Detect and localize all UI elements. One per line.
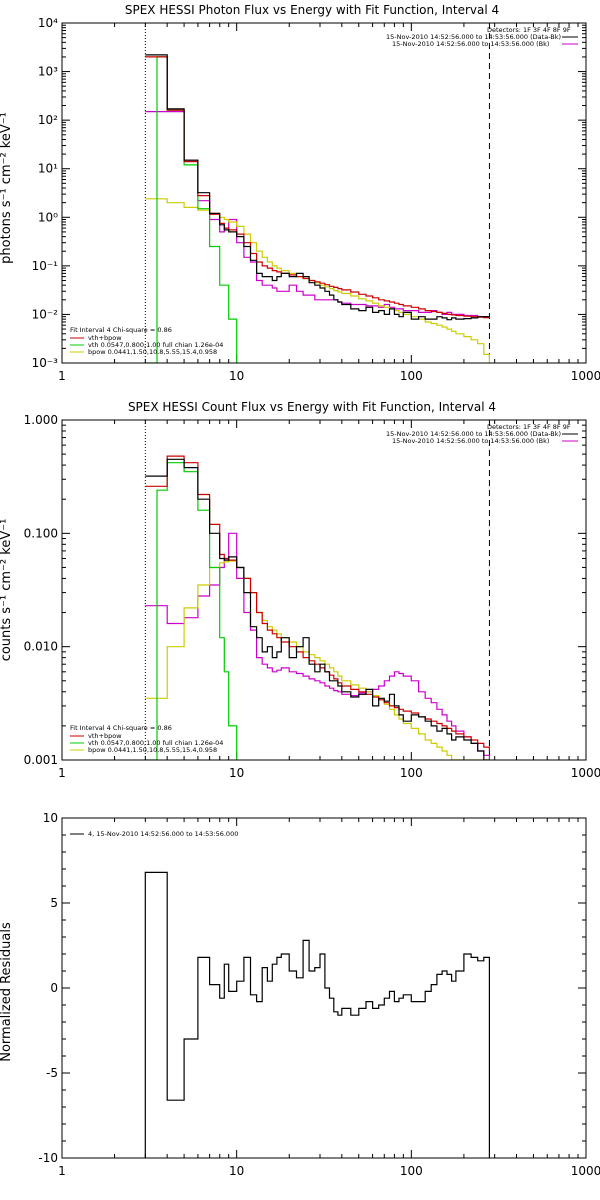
x-tick-label: 1 bbox=[58, 766, 66, 780]
x-tick-label: 1 bbox=[58, 1164, 66, 1178]
series-bpow-line bbox=[145, 560, 490, 760]
x-tick-label: 10 bbox=[229, 766, 244, 780]
residuals-legend: 4, 15-Nov-2010 14:52:56.000 to 14:53:56.… bbox=[70, 830, 238, 838]
y-tick-label: 10 bbox=[43, 811, 58, 825]
x-tick-label: 1000 bbox=[571, 369, 600, 383]
y-tick-label: -5 bbox=[46, 1066, 58, 1080]
series-data-line bbox=[145, 458, 490, 760]
photon-info-legend: Detectors: 1F 3F 4F 8F 9F 15-Nov-2010 14… bbox=[386, 26, 578, 48]
count-panel-ticks: 1 10 100 1000 0.001 0.010 0.100 1.000 bbox=[24, 413, 600, 780]
y-tick-label: -10 bbox=[38, 1151, 58, 1165]
info-legend-data-bk: 15-Nov-2010 14:52:56.000 to 14:53:56.000… bbox=[386, 33, 561, 41]
count-flux-panel: SPEX HESSI Count Flux vs Energy with Fit… bbox=[0, 400, 600, 780]
x-tick-label: 10 bbox=[229, 369, 244, 383]
y-tick-label: 10⁰ bbox=[38, 210, 58, 224]
info-legend-bk: 15-Nov-2010 14:52:56.000 to 14:53:56.000… bbox=[392, 40, 549, 48]
residuals-panel-lines bbox=[144, 871, 490, 1158]
y-tick-label: 10¹ bbox=[38, 162, 58, 176]
x-tick-label: 100 bbox=[400, 1164, 423, 1178]
fit-legend-vth: vth 0.0547,0.800,1.00 full chian 1.26e-0… bbox=[88, 341, 223, 349]
fit-legend-chi: Fit Interval 4 Chi-square = 0.86 bbox=[70, 326, 172, 334]
residuals-panel: Normalized Residuals 1 10 100 1000 -10 -5 0 5 10… bbox=[0, 811, 600, 1178]
fit-legend-total: vth+bpow bbox=[88, 334, 122, 342]
series-vth-line bbox=[145, 462, 238, 760]
x-tick-label: 10 bbox=[229, 1164, 244, 1178]
y-tick-label: 10⁻¹ bbox=[32, 259, 59, 273]
series-vth-line bbox=[145, 56, 238, 363]
y-tick-label: 10² bbox=[38, 113, 58, 127]
fit-legend-bpow: bpow 0.0441,1.50,10.8,5.55,15.4,0.958 bbox=[88, 746, 217, 754]
y-tick-label: 10³ bbox=[38, 65, 58, 79]
x-tick-label: 100 bbox=[400, 369, 423, 383]
info-legend-bk: 15-Nov-2010 14:52:56.000 to 14:53:56.000… bbox=[392, 437, 549, 445]
count-panel-frame bbox=[61, 419, 587, 761]
photon-panel-frame bbox=[61, 22, 587, 364]
photon-panel-title: SPEX HESSI Photon Flux vs Energy with Fi… bbox=[125, 3, 499, 17]
series-background-line bbox=[145, 111, 490, 318]
photon-flux-panel: SPEX HESSI Photon Flux vs Energy with Fi… bbox=[0, 3, 600, 383]
series-total_fit-line bbox=[145, 56, 490, 319]
y-tick-label: 0.001 bbox=[24, 753, 58, 767]
fit-legend-bpow: bpow 0.0441,1.50,10.8,5.55,15.4,0.958 bbox=[88, 348, 217, 356]
y-tick-label: 5 bbox=[50, 896, 58, 910]
count-panel-lines bbox=[144, 420, 490, 760]
count-panel-title: SPEX HESSI Count Flux vs Energy with Fit… bbox=[128, 400, 496, 414]
count-info-legend: Detectors: 1F 3F 4F 8F 9F 15-Nov-2010 14… bbox=[386, 423, 578, 445]
photon-panel-lines bbox=[144, 23, 490, 363]
y-tick-label: 0.100 bbox=[24, 526, 58, 540]
residuals-panel-frame bbox=[61, 817, 587, 1159]
info-legend-detectors: Detectors: 1F 3F 4F 8F 9F bbox=[487, 423, 571, 431]
y-tick-label: 0.010 bbox=[24, 640, 58, 654]
info-legend-detectors: Detectors: 1F 3F 4F 8F 9F bbox=[487, 26, 571, 34]
series-total_fit-line bbox=[145, 455, 490, 751]
y-tick-label: 10⁻² bbox=[32, 307, 59, 321]
series-bpow-line bbox=[145, 198, 490, 363]
residuals-legend-text: 4, 15-Nov-2010 14:52:56.000 to 14:53:56.… bbox=[88, 830, 238, 838]
x-tick-label: 1000 bbox=[571, 766, 600, 780]
count-fit-legend: Fit Interval 4 Chi-square = 0.86 vth+bpo… bbox=[70, 724, 223, 754]
residuals-panel-ylabel: Normalized Residuals bbox=[0, 922, 14, 1062]
photon-panel-ticks: 1 10 100 1000 10⁻³ 10⁻² 10⁻¹ 10⁰ 10¹ 10² 10³ 10⁴ bbox=[32, 16, 600, 383]
x-tick-label: 100 bbox=[400, 766, 423, 780]
y-tick-label: 0 bbox=[50, 981, 58, 995]
y-tick-label: 10⁻³ bbox=[32, 356, 59, 370]
residuals-panel-ticks: 1 10 100 1000 -10 -5 0 5 10 bbox=[38, 811, 600, 1178]
photon-panel-ylabel: photons s⁻¹ cm⁻² keV⁻¹ bbox=[0, 112, 14, 264]
fit-legend-total: vth+bpow bbox=[88, 732, 122, 740]
series-background-line bbox=[145, 532, 490, 760]
fit-legend-vth: vth 0.0547,0.800,1.00 full chian 1.26e-0… bbox=[88, 739, 223, 747]
y-tick-label: 10⁴ bbox=[38, 16, 58, 30]
series-data-line bbox=[145, 54, 490, 321]
photon-fit-legend: Fit Interval 4 Chi-square = 0.86 vth+bpo… bbox=[70, 326, 223, 356]
count-panel-ylabel: counts s⁻¹ cm⁻² keV⁻¹ bbox=[0, 519, 14, 662]
series-data-line bbox=[144, 871, 490, 1158]
y-tick-label: 1.000 bbox=[24, 413, 58, 427]
fit-legend-chi: Fit Interval 4 Chi-square = 0.86 bbox=[70, 724, 172, 732]
info-legend-data-bk: 15-Nov-2010 14:52:56.000 to 14:53:56.000… bbox=[386, 430, 561, 438]
x-tick-label: 1 bbox=[58, 369, 66, 383]
x-tick-label: 1000 bbox=[571, 1164, 600, 1178]
